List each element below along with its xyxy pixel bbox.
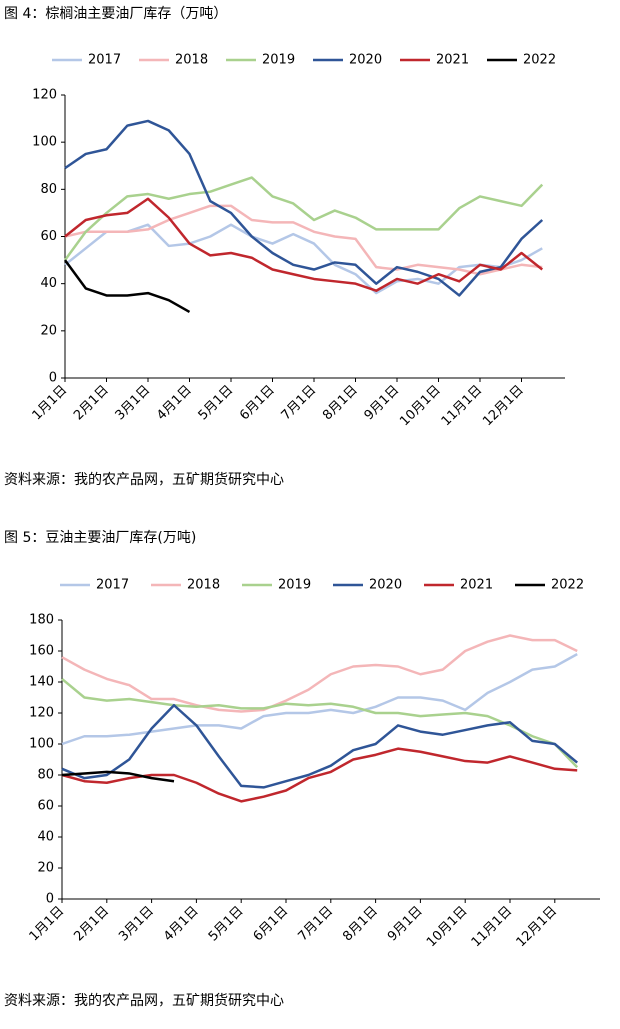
x-tick-label: 9月1日 (362, 383, 403, 424)
legend-label: 2017 (96, 578, 129, 593)
series-line (61, 770, 175, 783)
y-tick-label: 0 (49, 371, 57, 386)
x-tick-label: 9月1日 (385, 904, 426, 945)
x-tick-label: 7月1日 (295, 904, 336, 945)
x-tick-label: 10月1日 (397, 383, 444, 430)
legend-label: 2018 (175, 53, 208, 68)
series-line (64, 119, 544, 297)
y-tick-label: 100 (29, 737, 54, 752)
x-tick-label: 4月1日 (161, 904, 202, 945)
series-line (61, 677, 579, 769)
figure-caption: 图 4：棕榈油主要油厂库存（万吨） (4, 6, 227, 22)
x-tick-label: 11月1日 (469, 904, 516, 951)
series-line (63, 259, 191, 314)
legend-label: 2022 (551, 578, 584, 593)
series-line (61, 704, 578, 789)
x-tick-label: 3月1日 (113, 383, 154, 424)
y-tick-label: 140 (29, 675, 54, 690)
x-tick-label: 10月1日 (424, 904, 471, 951)
series-line (61, 653, 578, 746)
x-tick-label: 1月1日 (27, 904, 68, 945)
x-tick-label: 11月1日 (439, 383, 486, 430)
x-tick-label: 12月1日 (480, 383, 527, 430)
legend-label: 2022 (523, 53, 556, 68)
x-tick-label: 7月1日 (279, 383, 320, 424)
y-tick-label: 80 (40, 182, 57, 197)
x-tick-label: 2月1日 (71, 904, 112, 945)
series-line (61, 747, 578, 803)
legend-label: 2021 (460, 578, 493, 593)
series-line (64, 223, 543, 295)
legend-label: 2017 (88, 53, 121, 68)
legend-label: 2019 (262, 53, 295, 68)
y-tick-label: 160 (29, 644, 54, 659)
series-line (61, 634, 578, 713)
y-tick-label: 120 (29, 706, 54, 721)
y-tick-label: 40 (37, 830, 54, 845)
x-tick-label: 1月1日 (30, 383, 71, 424)
legend-label: 2018 (187, 578, 220, 593)
legend-label: 2020 (369, 578, 402, 593)
series-line (64, 204, 543, 276)
legend-label: 2019 (278, 578, 311, 593)
y-tick-label: 120 (32, 88, 57, 103)
source-note: 资料来源：我的农产品网，五矿期货研究中心 (4, 992, 284, 1009)
x-tick-label: 5月1日 (196, 383, 237, 424)
y-tick-label: 0 (46, 892, 54, 907)
y-tick-label: 60 (40, 229, 57, 244)
y-tick-label: 60 (37, 799, 54, 814)
y-tick-label: 40 (40, 276, 57, 291)
x-tick-label: 5月1日 (206, 904, 247, 945)
y-tick-label: 100 (32, 135, 57, 150)
figure-caption: 图 5：豆油主要油厂库存(万吨) (4, 530, 196, 546)
x-tick-label: 6月1日 (251, 904, 292, 945)
y-tick-label: 80 (37, 768, 54, 783)
x-tick-label: 3月1日 (116, 904, 157, 945)
series-line (63, 176, 544, 261)
x-tick-label: 4月1日 (154, 383, 195, 424)
legend-label: 2021 (436, 53, 469, 68)
x-tick-label: 12月1日 (514, 904, 561, 951)
x-tick-label: 8月1日 (320, 383, 361, 424)
y-tick-label: 20 (37, 861, 54, 876)
legend-label: 2020 (349, 53, 382, 68)
y-tick-label: 180 (29, 613, 54, 628)
x-tick-label: 8月1日 (340, 904, 381, 945)
y-tick-label: 20 (40, 323, 57, 338)
x-tick-label: 6月1日 (237, 383, 278, 424)
series-line (64, 197, 544, 292)
x-tick-label: 2月1日 (71, 383, 112, 424)
source-note: 资料来源：我的农产品网，五矿期货研究中心 (4, 471, 284, 488)
